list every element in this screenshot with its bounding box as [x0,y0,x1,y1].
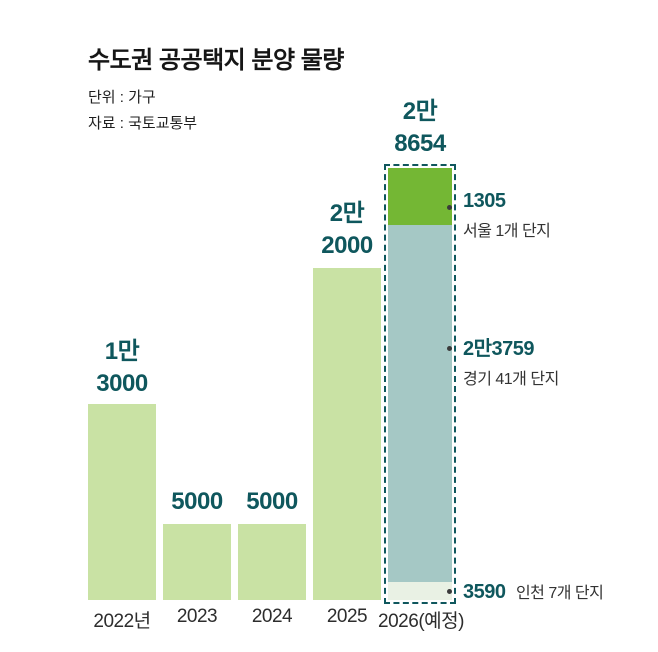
x-axis-label-2026: 2026(예정) [378,611,464,632]
annotation-incheon: 3590 인천 7개 단지 [463,579,604,604]
x-axis-label-2022: 2022년 [93,611,151,632]
marker-dot-incheon [447,589,452,594]
value-label-2025: 2만 2000 [287,198,407,262]
annotation-detail: 서울 1개 단지 [463,223,551,240]
bar-2026-segment-gyeonggi [388,225,452,582]
marker-dot-seoul [447,205,452,210]
value-line: 5000 [246,488,298,515]
bar-2023 [163,524,231,600]
annotation-detail: 인천 7개 단지 [515,585,604,602]
value-label-2022: 1만 3000 [62,336,182,400]
annotation-gyeonggi: 2만3759 경기 41개 단지 [463,332,559,389]
bar-2026-stacked [384,164,456,604]
chart-title: 수도권 공공택지 분양 물량 [88,47,344,74]
annotation-detail: 경기 41개 단지 [463,371,559,388]
bar-2024 [238,524,306,600]
marker-dot-gyeonggi [447,346,452,351]
value-line: 8654 [394,130,446,157]
x-axis-label-2024: 2024 [251,606,293,627]
value-line: 1만 [104,338,140,365]
x-axis-label-2025: 2025 [326,606,368,627]
value-line: 2만 [329,200,365,227]
value-line: 5000 [171,488,223,515]
source-label: 자료 : 국토교통부 [88,115,198,132]
value-line: 2만 [402,98,438,125]
bar-2022 [88,404,156,600]
annotation-value: 2만3759 [463,338,535,360]
value-label-2023: 5000 [137,486,257,518]
value-line: 3000 [96,370,148,397]
x-axis-label-2023: 2023 [176,606,218,627]
bar-2026-segment-seoul [388,168,452,225]
bar-2026-segment-incheon [388,582,452,600]
annotation-seoul: 1305 서울 1개 단지 [463,190,551,241]
annotation-value: 3590 [463,581,506,603]
value-label-2026: 2만 8654 [360,96,480,160]
value-label-2024: 5000 [212,486,332,518]
value-line: 2000 [321,232,373,259]
bar-2025 [313,268,381,600]
annotation-value: 1305 [463,190,506,212]
unit-label: 단위 : 가구 [88,89,156,106]
